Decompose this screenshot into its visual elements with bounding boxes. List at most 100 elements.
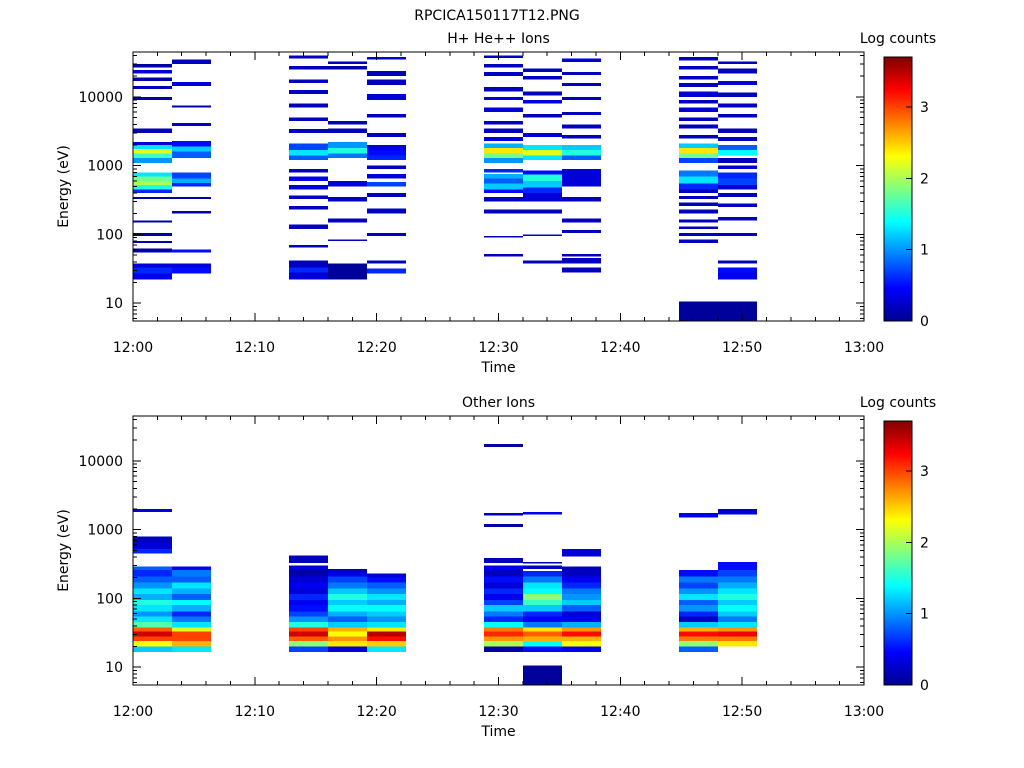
heatmap-cell <box>171 611 211 617</box>
heatmap-cell <box>717 128 757 133</box>
heatmap-cell <box>171 146 211 152</box>
heatmap-cell <box>522 193 562 202</box>
heatmap-cell <box>717 636 757 642</box>
heatmap-cell <box>327 627 367 632</box>
heatmap-cell <box>133 241 172 243</box>
heatmap-cell <box>522 665 562 685</box>
heatmap-cell <box>717 622 757 628</box>
heatmap-cell <box>522 561 562 564</box>
heatmap-cell <box>678 594 718 600</box>
heatmap-cell <box>171 582 211 589</box>
heatmap-cell <box>561 168 601 181</box>
heatmap-cell <box>366 232 406 236</box>
heatmap-cell <box>522 588 562 595</box>
heatmap-cell <box>133 267 172 274</box>
heatmap-cell <box>288 103 328 108</box>
heatmap-cell <box>288 588 328 595</box>
heatmap-cell <box>288 565 328 570</box>
x-tick-label: 12:20 <box>356 340 396 356</box>
heatmap-cell <box>133 582 172 589</box>
heatmap-cell <box>483 588 523 595</box>
colorbar-label: Log counts <box>860 395 936 411</box>
heatmap-cell <box>561 58 601 63</box>
heatmap-cell <box>366 114 406 118</box>
heatmap-cell <box>288 576 328 583</box>
heatmap-cell <box>717 68 757 74</box>
heatmap-cell <box>171 178 211 183</box>
heatmap-cell <box>288 66 328 70</box>
heatmap-cell <box>327 572 367 577</box>
heatmap-cell <box>327 588 367 595</box>
heatmap-cell <box>366 582 406 589</box>
heatmap-cell <box>561 605 601 612</box>
heatmap-cell <box>327 180 367 187</box>
heatmap-cell <box>483 512 523 516</box>
heatmap-cell <box>171 249 211 253</box>
heatmap-cell <box>366 144 406 150</box>
heatmap-cell <box>678 611 718 617</box>
heatmap-cell <box>171 646 211 653</box>
heatmap-cell <box>717 616 757 623</box>
heatmap-cell <box>366 646 406 653</box>
heatmap-cell <box>561 230 601 233</box>
heatmap-cell <box>678 202 718 206</box>
y-axis-label: Energy (eV) <box>56 145 72 228</box>
heatmap-cell <box>171 267 211 274</box>
heatmap-cell <box>717 165 757 169</box>
heatmap-cell <box>483 209 523 214</box>
heatmap-cell <box>171 641 211 647</box>
heatmap-cell <box>522 576 562 583</box>
heatmap-cell <box>288 185 328 190</box>
heatmap-cell <box>561 616 601 623</box>
heatmap-cell <box>678 170 718 177</box>
heatmap-cell <box>133 536 172 543</box>
heatmap-cell <box>717 185 757 190</box>
heatmap-cell <box>522 68 562 73</box>
heatmap-cell <box>483 524 523 527</box>
heatmap-cell <box>717 157 757 163</box>
heatmap-cell <box>483 189 523 194</box>
heatmap-cell <box>483 627 523 632</box>
heatmap-cell <box>483 86 523 92</box>
panel-1: 12:00 12:10 12:20 12:30 12:40 12:50 13:0010100… <box>56 31 936 376</box>
heatmap-cell <box>483 594 523 600</box>
heatmap-cell <box>133 128 172 133</box>
heatmap-cell <box>366 605 406 612</box>
heatmap-cell <box>678 582 718 589</box>
x-tick-label: 12:50 <box>722 340 762 356</box>
heatmap-cell <box>522 114 562 118</box>
heatmap-cell <box>522 636 562 642</box>
heatmap-cell <box>366 181 406 187</box>
heatmap-cell <box>483 636 523 642</box>
heatmap-cell <box>133 646 172 653</box>
heatmap-cell <box>288 79 328 83</box>
heatmap-cell <box>561 576 601 583</box>
heatmap-cell <box>522 605 562 612</box>
heatmap-cell <box>678 569 718 577</box>
heatmap-cell <box>133 273 172 280</box>
heatmap-cell <box>561 611 601 617</box>
heatmap-cell <box>366 594 406 600</box>
heatmap-cell <box>522 565 562 569</box>
heatmap-cell <box>717 103 757 108</box>
colorbar-tick-label: 2 <box>920 171 929 187</box>
heatmap-cell <box>483 611 523 617</box>
heatmap-cell <box>678 143 718 149</box>
heatmap-cell <box>133 189 172 194</box>
heatmap-cell <box>678 599 718 606</box>
heatmap-cell <box>133 566 172 570</box>
colorbar-label: Log counts <box>860 31 936 47</box>
heatmap-cell <box>483 569 523 577</box>
colorbar <box>884 57 912 321</box>
heatmap-cell <box>483 565 523 570</box>
heatmap-cell <box>717 576 757 583</box>
heatmap-cell <box>561 218 601 223</box>
heatmap-cell <box>561 599 601 606</box>
heatmap-cell <box>483 96 523 101</box>
heatmap-cell <box>133 180 172 186</box>
heatmap-cell <box>133 70 172 74</box>
heatmap-cell <box>717 588 757 595</box>
y-tick-label: 10 <box>105 296 123 312</box>
heatmap-cell <box>366 193 406 197</box>
heatmap-cell <box>171 210 211 214</box>
